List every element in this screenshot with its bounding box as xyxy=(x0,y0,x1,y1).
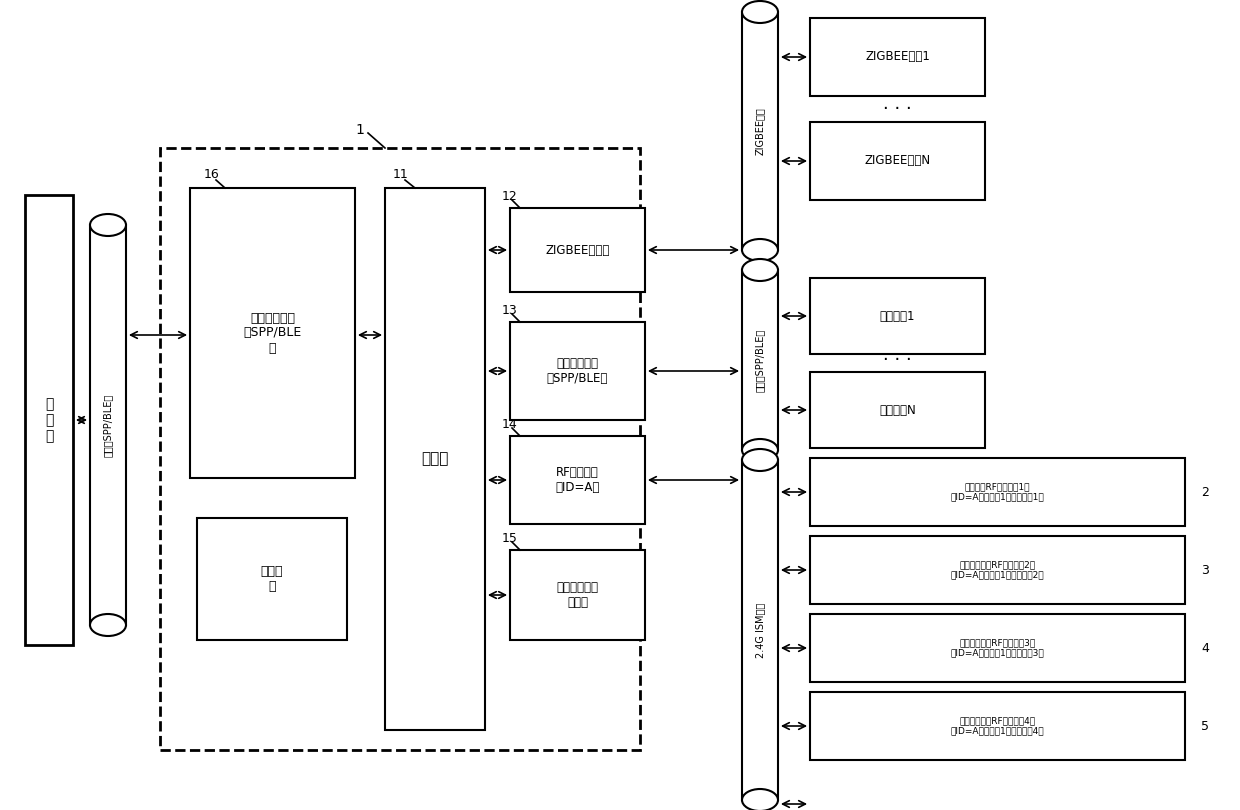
Text: 手指血氧仪（RF从机模组3）
（ID=A）（信道1，通讯通道3）: 手指血氧仪（RF从机模组3） （ID=A）（信道1，通讯通道3） xyxy=(951,638,1044,658)
Text: 14: 14 xyxy=(502,417,518,430)
Text: 红外体温计（RF从机模组4）
（ID=A）（信道1，通讯通道4）: 红外体温计（RF从机模组4） （ID=A）（信道1，通讯通道4） xyxy=(951,716,1044,735)
Text: 蓝牙终端1: 蓝牙终端1 xyxy=(879,309,915,322)
FancyBboxPatch shape xyxy=(742,12,777,250)
Ellipse shape xyxy=(742,259,777,281)
FancyBboxPatch shape xyxy=(742,460,777,800)
Text: 16: 16 xyxy=(205,168,219,181)
FancyBboxPatch shape xyxy=(810,458,1185,526)
FancyBboxPatch shape xyxy=(510,436,645,524)
Text: 2: 2 xyxy=(1202,485,1209,498)
Text: 1: 1 xyxy=(356,123,365,137)
Text: 血脂分析仪（RF从机模组2）
（ID=A）（信道1，通讯通道2）: 血脂分析仪（RF从机模组2） （ID=A）（信道1，通讯通道2） xyxy=(951,561,1044,580)
FancyBboxPatch shape xyxy=(25,195,73,645)
Text: 蓝牙（SPP/BLE）: 蓝牙（SPP/BLE） xyxy=(103,394,113,457)
FancyBboxPatch shape xyxy=(810,278,985,354)
Text: 二代身份证读
卡模组: 二代身份证读 卡模组 xyxy=(557,581,599,609)
FancyBboxPatch shape xyxy=(510,550,645,640)
Text: 电源管
理: 电源管 理 xyxy=(260,565,283,593)
Text: 二级网络蓝牙
（SPP/BLE
）: 二级网络蓝牙 （SPP/BLE ） xyxy=(243,312,301,355)
Ellipse shape xyxy=(742,1,777,23)
Text: 4: 4 xyxy=(1202,642,1209,654)
Text: 血压计（RF从机模组1）
（ID=A）（信道1，通讯通道1）: 血压计（RF从机模组1） （ID=A）（信道1，通讯通道1） xyxy=(951,482,1044,501)
FancyBboxPatch shape xyxy=(810,122,985,200)
Text: 蓝牙（SPP/BLE）: 蓝牙（SPP/BLE） xyxy=(755,328,765,391)
Text: ZIGBEE网络: ZIGBEE网络 xyxy=(755,107,765,155)
FancyBboxPatch shape xyxy=(810,18,985,96)
Ellipse shape xyxy=(742,449,777,471)
Ellipse shape xyxy=(742,789,777,810)
Ellipse shape xyxy=(91,614,126,636)
FancyBboxPatch shape xyxy=(810,692,1185,760)
FancyBboxPatch shape xyxy=(510,322,645,420)
Text: 处理器: 处理器 xyxy=(422,451,449,467)
FancyBboxPatch shape xyxy=(810,614,1185,682)
FancyBboxPatch shape xyxy=(810,372,985,448)
Text: 5: 5 xyxy=(1202,719,1209,732)
Text: 13: 13 xyxy=(502,304,518,317)
Text: 蓝牙终端N: 蓝牙终端N xyxy=(879,403,916,416)
FancyBboxPatch shape xyxy=(810,536,1185,604)
Ellipse shape xyxy=(91,214,126,236)
Text: ZIGBEE终端1: ZIGBEE终端1 xyxy=(866,50,930,63)
Text: ZIGBEE协调器: ZIGBEE协调器 xyxy=(546,244,610,257)
FancyBboxPatch shape xyxy=(384,188,485,730)
Text: · · ·: · · · xyxy=(883,351,911,369)
Text: 15: 15 xyxy=(502,531,518,544)
Text: RF主机模组
（ID=A）: RF主机模组 （ID=A） xyxy=(556,466,600,494)
FancyBboxPatch shape xyxy=(91,225,126,625)
Text: ZIGBEE终端N: ZIGBEE终端N xyxy=(864,155,930,168)
Ellipse shape xyxy=(742,439,777,461)
FancyBboxPatch shape xyxy=(197,518,347,640)
Text: 上
位
机: 上 位 机 xyxy=(45,397,53,443)
Text: 一级网络蓝牙
（SPP/BLE）: 一级网络蓝牙 （SPP/BLE） xyxy=(547,357,608,385)
FancyBboxPatch shape xyxy=(190,188,355,478)
FancyBboxPatch shape xyxy=(742,270,777,450)
FancyBboxPatch shape xyxy=(510,208,645,292)
Text: · · ·: · · · xyxy=(883,100,911,118)
Text: 12: 12 xyxy=(502,190,518,202)
Text: 11: 11 xyxy=(393,168,409,181)
Text: 2.4G ISM频段: 2.4G ISM频段 xyxy=(755,603,765,658)
Text: 3: 3 xyxy=(1202,564,1209,577)
Ellipse shape xyxy=(742,239,777,261)
